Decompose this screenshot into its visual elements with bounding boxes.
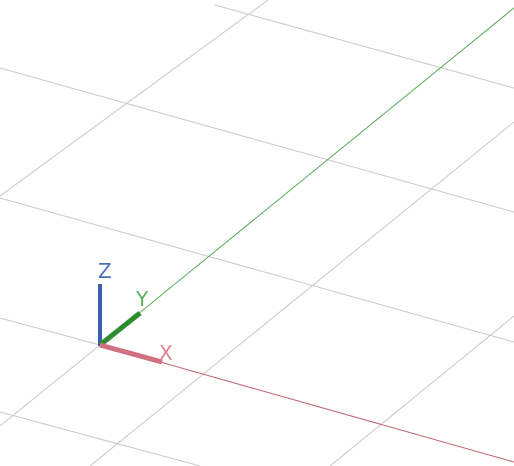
grid-line — [329, 315, 514, 466]
grid-line — [0, 317, 101, 346]
y-axis-line — [99, 7, 514, 346]
grid-line — [89, 121, 514, 466]
x-axis-line — [99, 344, 514, 463]
grid-line — [0, 411, 201, 466]
y-label: Y — [135, 287, 149, 311]
grid-line — [0, 197, 514, 343]
grid-line — [214, 4, 514, 89]
grid-line — [0, 67, 514, 213]
x-label: X — [159, 341, 173, 365]
grid-line — [0, 0, 269, 197]
ucs-x-axis — [99, 342, 163, 365]
grid-line — [0, 344, 101, 427]
ucs-y-axis — [98, 311, 142, 347]
z-label: Z — [98, 259, 112, 283]
